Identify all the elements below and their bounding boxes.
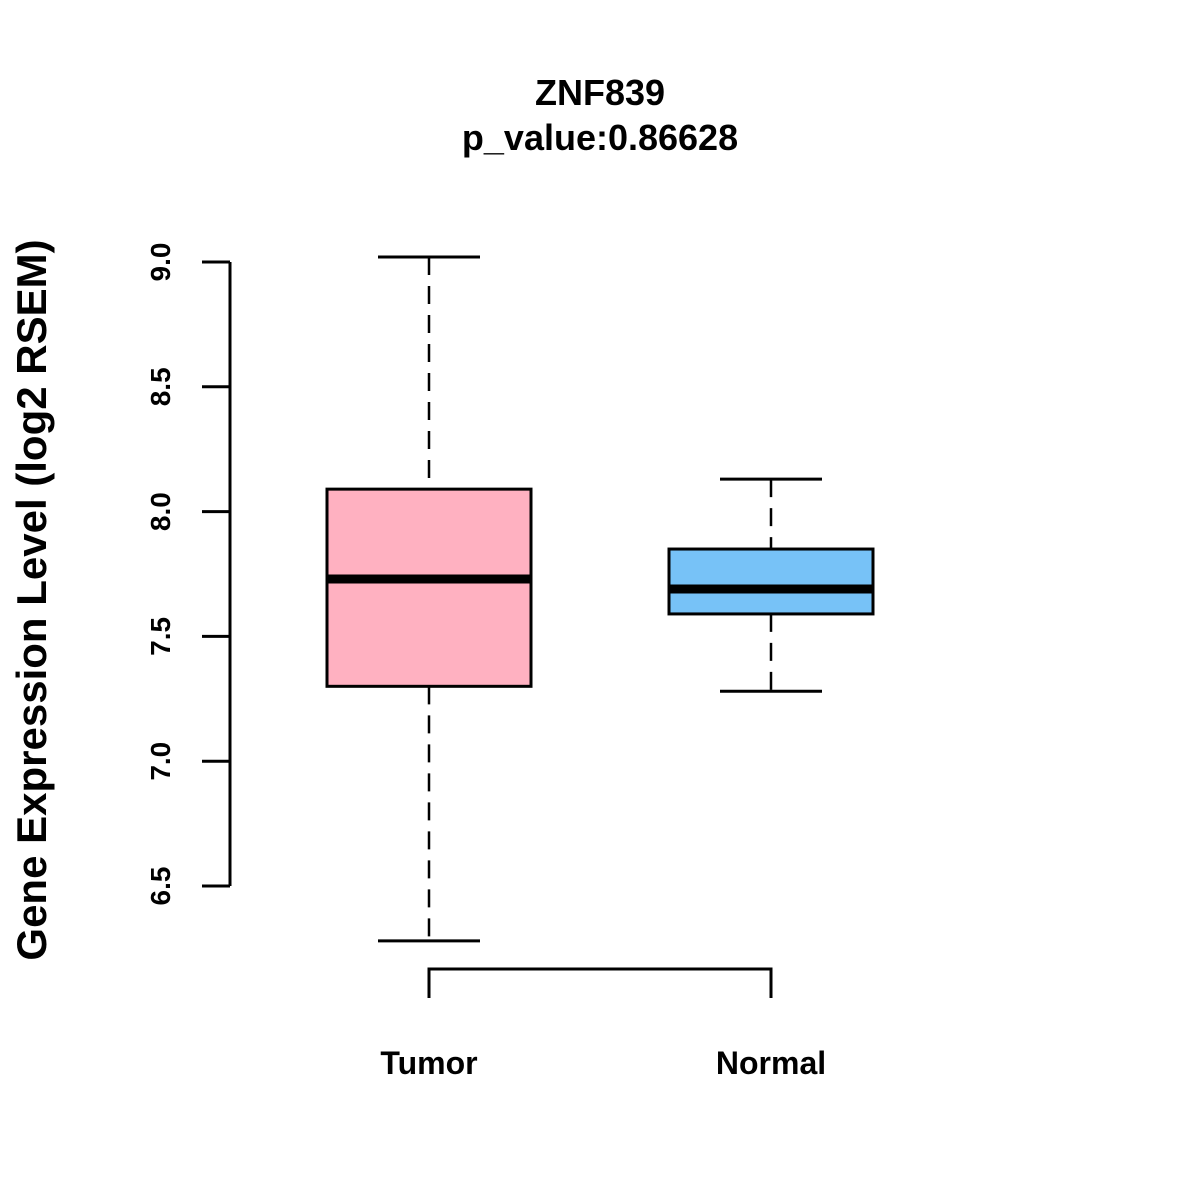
y-tick-label: 7.5 xyxy=(145,617,176,656)
x-axis-categories: Tumor Normal xyxy=(380,1045,826,1081)
iqr-box xyxy=(667,547,875,616)
iqr-box xyxy=(325,487,533,688)
comparison-bracket xyxy=(427,967,773,998)
chart-subtitle: p_value:0.86628 xyxy=(462,117,738,158)
x-category-label: Tumor xyxy=(380,1045,477,1081)
y-axis-label: Gene Expression Level (log2 RSEM) xyxy=(8,239,55,960)
bracket-line xyxy=(427,967,773,998)
box-normal xyxy=(667,477,875,693)
y-tick-label: 6.5 xyxy=(145,867,176,906)
boxes-layer xyxy=(325,255,875,943)
y-axis: 6.5 7.0 7.5 8.0 8.5 9.0 xyxy=(145,243,232,906)
y-tick-label: 8.5 xyxy=(145,367,176,406)
y-tick-label: 9.0 xyxy=(145,243,176,282)
chart-title: ZNF839 xyxy=(535,72,665,113)
y-tick-label: 8.0 xyxy=(145,492,176,531)
box-tumor xyxy=(325,255,533,943)
y-tick-label: 7.0 xyxy=(145,742,176,781)
x-category-label: Normal xyxy=(716,1045,826,1081)
